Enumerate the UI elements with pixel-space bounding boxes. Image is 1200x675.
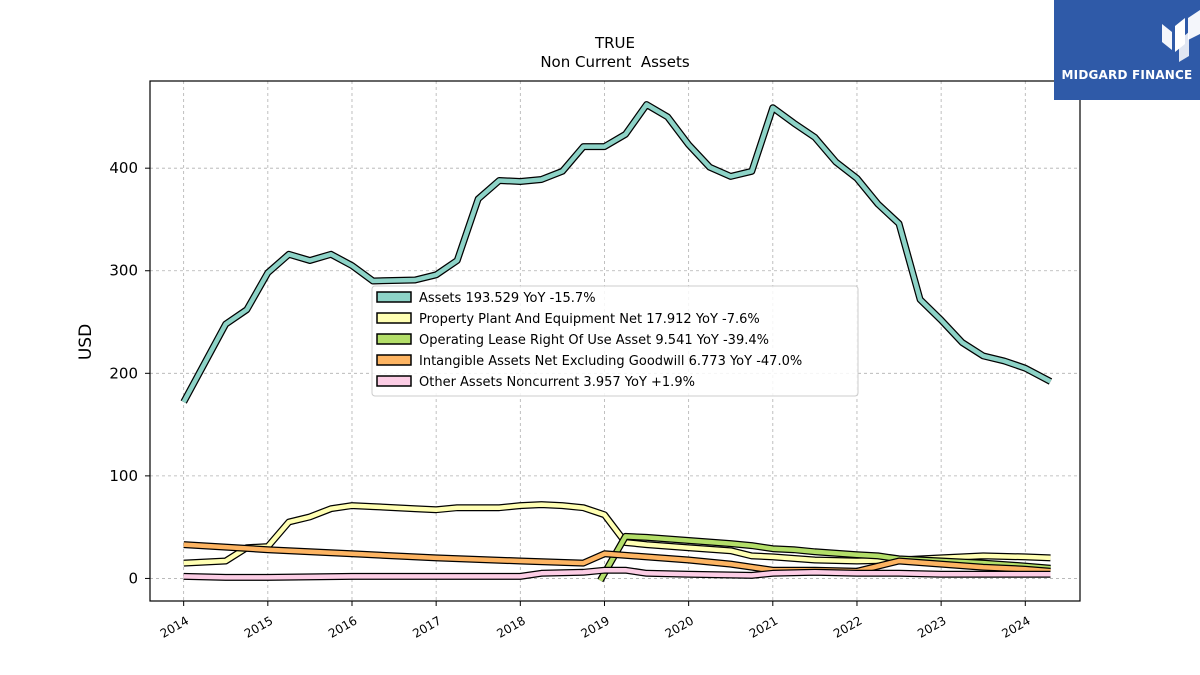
series-4 xyxy=(183,566,1051,581)
y-tick-label: 100 xyxy=(109,467,138,485)
brand-name: MIDGARD FINANCE xyxy=(1061,68,1193,82)
legend-label: Operating Lease Right Of Use Asset 9.541… xyxy=(419,333,769,348)
series-0 xyxy=(180,101,1053,404)
midgard-logo-icon xyxy=(1162,10,1200,62)
chart-legend: Assets 193.529 YoY -15.7% Property Plant … xyxy=(371,285,859,397)
series-line xyxy=(183,502,1051,566)
y-tick-label: 200 xyxy=(109,364,138,382)
series-line xyxy=(183,567,1051,580)
legend-box xyxy=(371,285,859,397)
x-tick-label: 2020 xyxy=(663,613,696,640)
x-tick-label: 2018 xyxy=(494,613,527,640)
axes: 0 100 200 300 400 2014 2015 2016 2017 2018 2019 202… xyxy=(109,159,1032,641)
series-line xyxy=(183,542,1051,574)
x-tick-label: 2019 xyxy=(579,613,612,640)
x-tick-label: 2021 xyxy=(747,613,780,640)
x-tick-label: 2023 xyxy=(915,613,948,640)
series-1 xyxy=(183,501,1051,567)
y-tick-label: 400 xyxy=(109,159,138,177)
series-layer xyxy=(180,101,1053,583)
y-tick-label: 0 xyxy=(128,569,138,587)
y-axis-label: USD xyxy=(76,324,96,360)
legend-label: Assets 193.529 YoY -15.7% xyxy=(419,291,596,306)
legend-swatch xyxy=(376,354,412,366)
x-tick-label: 2022 xyxy=(831,613,864,640)
plot-frame xyxy=(149,80,1081,602)
x-tick-label: 2015 xyxy=(242,613,275,640)
brand-logo: MIDGARD FINANCE xyxy=(1054,0,1200,100)
series-line xyxy=(181,102,1052,404)
x-tick-label: 2024 xyxy=(999,613,1032,640)
series-3 xyxy=(183,541,1051,575)
legend-label: Property Plant And Equipment Net 17.912 … xyxy=(419,312,760,327)
legend-swatch xyxy=(376,375,412,387)
legend-label: Other Assets Noncurrent 3.957 YoY +1.9% xyxy=(419,375,695,390)
series-2 xyxy=(597,532,1051,583)
x-tick-label: 2016 xyxy=(326,613,359,640)
legend-swatch xyxy=(376,291,412,303)
legend-swatch xyxy=(376,312,412,324)
legend-swatch xyxy=(376,333,412,345)
y-tick-label: 300 xyxy=(109,262,138,280)
grid-lines xyxy=(150,81,1080,601)
x-tick-label: 2014 xyxy=(158,613,191,640)
x-tick-label: 2017 xyxy=(410,613,443,640)
legend-label: Intangible Assets Net Excluding Goodwill… xyxy=(419,354,802,369)
series-line xyxy=(598,534,1051,582)
chart-subtitle: Non Current Assets xyxy=(540,53,690,71)
chart-title: TRUE xyxy=(594,34,635,52)
